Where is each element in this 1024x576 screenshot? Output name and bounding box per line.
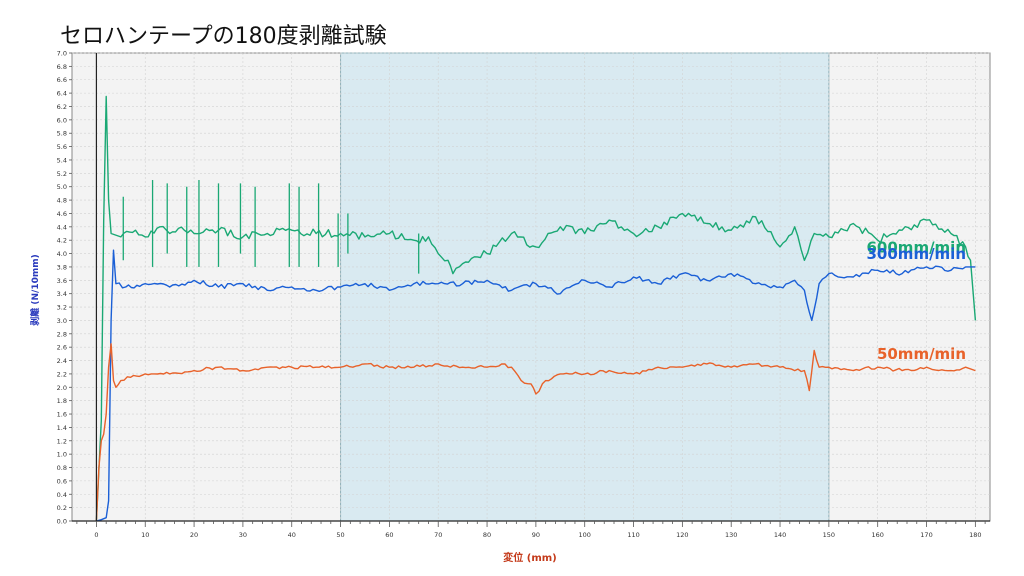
y-tick-label: 4.0 [57,250,67,258]
series-label: 600mm/min [867,238,967,256]
series-label: 300mm/min [867,245,967,263]
x-axis-label: 変位 (mm) [503,551,556,564]
y-tick-label: 4.4 [57,223,67,231]
x-tick-label: 170 [920,531,932,539]
y-tick-label: 7.0 [57,50,67,58]
y-tick-label: 0.6 [57,477,67,485]
x-tick-label: 10 [141,531,149,539]
y-tick-label: 6.6 [57,76,67,84]
y-tick-label: 1.6 [57,411,67,419]
axes [72,53,990,522]
y-tick-label: 0.0 [57,518,67,526]
y-tick-label: 2.4 [57,357,67,365]
y-tick-label: 5.2 [57,170,67,178]
y-axis-label: 剥離 (N/10mm) [29,254,41,325]
y-tick-label: 6.4 [57,90,67,98]
y-tick-label: 3.8 [57,263,67,271]
series-line-600mmmin [95,95,977,522]
x-tick-label: 180 [969,531,981,539]
y-tick-label: 1.2 [57,437,67,445]
x-tick-label: 0 [94,531,98,539]
y-tick-label: 4.2 [57,237,67,245]
y-tick-label: 3.0 [57,317,67,325]
x-tick-label: 160 [871,531,883,539]
series-layer [95,95,977,522]
y-tick-label: 2.6 [57,344,67,352]
y-tick-label: 3.2 [57,304,67,312]
series-line-300mmmin [96,249,976,522]
y-tick-label: 1.8 [57,397,67,405]
y-tick-label: 2.2 [57,370,67,378]
x-tick-label: 110 [627,531,639,539]
x-tick-label: 120 [676,531,688,539]
y-tick-label: 6.2 [57,103,67,111]
y-axis-ticks: 0.0 0.2 0.4 0.6 0.8 1.0 1.2 1.4 1.6 1.8 2.0 2.2 2.4 2… [57,50,72,526]
x-tick-label: 90 [532,531,540,539]
x-tick-label: 150 [823,531,835,539]
x-tick-label: 40 [288,531,296,539]
y-tick-label: 6.0 [57,116,67,124]
y-tick-label: 0.2 [57,504,67,512]
y-tick-label: 4.8 [57,197,67,205]
y-tick-label: 2.0 [57,384,67,392]
y-tick-label: 5.4 [57,156,67,164]
y-tick-label: 1.0 [57,451,67,459]
x-tick-label: 60 [385,531,393,539]
y-tick-label: 6.8 [57,63,67,71]
y-tick-label: 5.8 [57,130,67,138]
x-tick-label: 50 [336,531,344,539]
y-tick-label: 0.8 [57,464,67,472]
series-line-50mmmin [95,343,976,522]
x-tick-label: 70 [434,531,442,539]
y-tick-label: 2.8 [57,330,67,338]
x-axis-ticks: 0 10 20 30 40 50 60 70 80 90 100 110 120 130 140 150 160… [76,521,986,539]
series-label: 50mm/min [877,345,966,363]
y-tick-label: 4.6 [57,210,67,218]
x-tick-label: 30 [239,531,247,539]
x-tick-label: 80 [483,531,491,539]
y-tick-label: 5.6 [57,143,67,151]
x-tick-label: 130 [725,531,737,539]
y-tick-label: 1.4 [57,424,67,432]
y-tick-label: 0.4 [57,491,67,499]
y-tick-label: 3.4 [57,290,67,298]
page-title: セロハンテープの180度剥離試験 [60,24,387,49]
x-tick-label: 140 [774,531,786,539]
x-tick-label: 100 [579,531,591,539]
y-tick-label: 3.6 [57,277,67,285]
x-tick-label: 20 [190,531,198,539]
y-tick-label: 5.0 [57,183,67,191]
